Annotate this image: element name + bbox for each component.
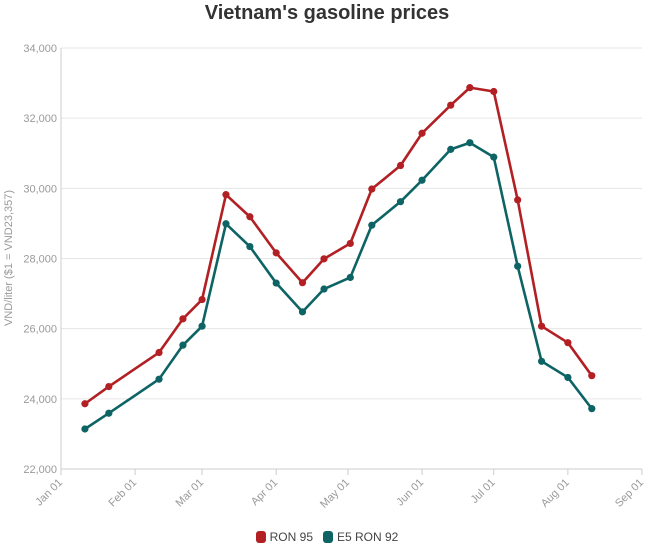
data-point-e5-ron-92[interactable]: [272, 279, 280, 287]
data-point-ron-95[interactable]: [466, 84, 474, 92]
x-tick-labels: Jan 01 Feb 01 Mar 01 Apr 01 May 01 Jun 01 Jul …: [33, 477, 646, 511]
x-tick-label: May 01: [318, 477, 352, 511]
data-point-ron-95[interactable]: [198, 295, 206, 304]
y-tick-label: 30,000: [23, 183, 57, 195]
data-point-e5-ron-92[interactable]: [246, 242, 254, 251]
data-point-e5-ron-92[interactable]: [298, 308, 307, 316]
data-point-ron-95[interactable]: [346, 239, 354, 248]
x-tick-label: Jul 01: [469, 477, 498, 506]
legend-swatch-e5-ron-92: [323, 531, 333, 543]
data-point-e5-ron-92[interactable]: [514, 262, 522, 270]
x-tick-label: Aug 01: [539, 477, 572, 510]
data-point-e5-ron-92[interactable]: [466, 139, 474, 147]
data-point-e5-ron-92[interactable]: [81, 425, 89, 433]
y-tick-label: 24,000: [23, 394, 57, 406]
series-line-ron-95: [83, 86, 594, 406]
data-point-e5-ron-92[interactable]: [418, 176, 426, 184]
data-point-ron-95[interactable]: [272, 249, 280, 257]
data-point-e5-ron-92[interactable]: [537, 357, 546, 365]
y-tick-label: 22,000: [23, 464, 57, 476]
x-tick-label: Jan 01: [33, 477, 65, 509]
legend-swatch-ron-95: [255, 531, 266, 543]
data-point-e5-ron-92[interactable]: [447, 145, 455, 153]
y-tick-label: 32,000: [23, 113, 57, 125]
data-point-e5-ron-92[interactable]: [155, 375, 163, 383]
data-point-ron-95[interactable]: [246, 213, 254, 221]
data-point-ron-95[interactable]: [564, 339, 572, 347]
data-point-e5-ron-92[interactable]: [198, 322, 206, 330]
data-point-ron-95[interactable]: [588, 372, 596, 380]
data-point-e5-ron-92[interactable]: [396, 198, 405, 206]
x-tick-label: Sep 01: [613, 477, 646, 510]
chart-title: Vietnam's gasoline prices: [204, 2, 450, 24]
data-point-e5-ron-92[interactable]: [222, 220, 230, 228]
y-tick-label: 34,000: [23, 43, 57, 55]
data-point-e5-ron-92[interactable]: [105, 409, 113, 417]
y-tick-label: 28,000: [23, 254, 57, 266]
y-tick-label: 26,000: [23, 324, 57, 336]
data-point-ron-95[interactable]: [368, 185, 376, 193]
legend-item-ron-95[interactable]: RON 95: [255, 530, 313, 544]
gridlines: [61, 47, 642, 470]
data-point-e5-ron-92[interactable]: [564, 373, 572, 382]
data-point-ron-95[interactable]: [514, 196, 522, 204]
x-tick-label: Mar 01: [173, 477, 206, 510]
data-point-e5-ron-92[interactable]: [320, 285, 328, 293]
legend-label-ron-95: RON 95: [269, 530, 313, 544]
axes: [60, 48, 643, 475]
data-point-ron-95[interactable]: [320, 255, 328, 263]
data-point-ron-95[interactable]: [179, 315, 187, 323]
data-point-e5-ron-92[interactable]: [368, 221, 376, 229]
data-point-ron-95[interactable]: [396, 161, 405, 170]
y-axis-label: VND/liter ($1 = VND23,357): [3, 190, 15, 326]
data-point-ron-95[interactable]: [81, 400, 89, 408]
data-point-ron-95[interactable]: [222, 191, 230, 199]
data-point-ron-95[interactable]: [298, 279, 307, 287]
x-tick-label: Jun 01: [394, 477, 426, 509]
data-point-ron-95[interactable]: [490, 87, 498, 96]
y-tick-labels: 22,000 24,000 26,000 28,000 30,000 32,000 34,0…: [23, 43, 57, 476]
data-point-e5-ron-92[interactable]: [346, 273, 354, 282]
data-point-ron-95[interactable]: [155, 348, 163, 357]
data-point-ron-95[interactable]: [105, 382, 113, 391]
data-point-e5-ron-92[interactable]: [588, 405, 596, 413]
data-point-ron-95[interactable]: [537, 322, 546, 330]
series-points: [81, 84, 596, 433]
data-point-ron-95[interactable]: [418, 129, 426, 137]
data-point-e5-ron-92[interactable]: [490, 153, 498, 161]
legend-label-e5-ron-92: E5 RON 92: [337, 530, 399, 544]
x-tick-label: Apr 01: [249, 477, 280, 508]
data-point-ron-95[interactable]: [447, 101, 455, 109]
legend: RON 95 E5 RON 92: [0, 530, 654, 544]
x-tick-label: Feb 01: [107, 477, 140, 510]
legend-item-e5-ron-92[interactable]: E5 RON 92: [323, 530, 398, 544]
data-point-e5-ron-92[interactable]: [179, 341, 187, 349]
